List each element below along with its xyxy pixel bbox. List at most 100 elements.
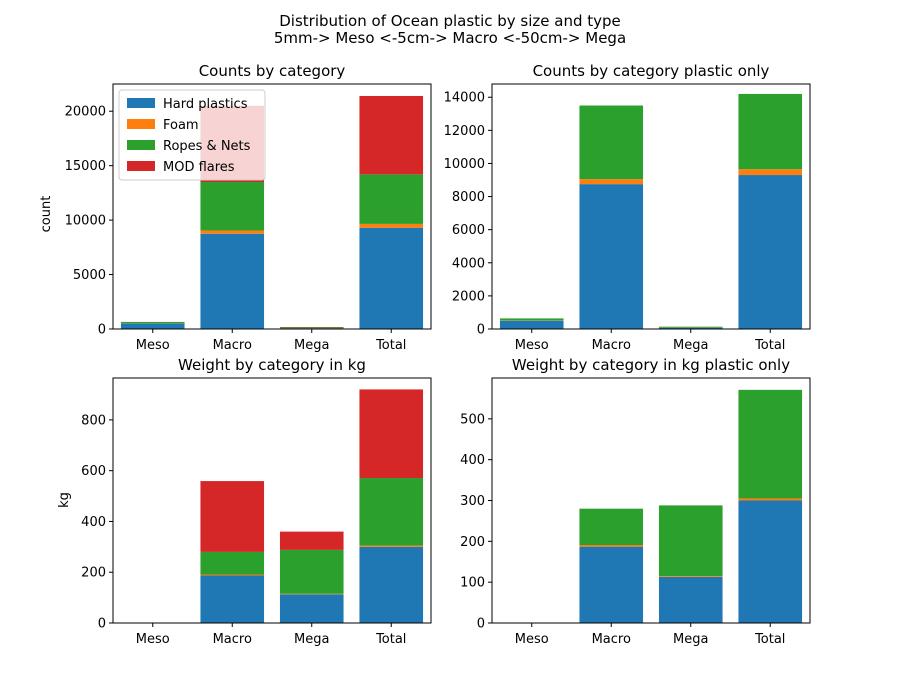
x-tick-label: Mega <box>673 338 708 353</box>
bar-total-foam <box>738 169 803 176</box>
x-tick-label: Total <box>375 338 406 353</box>
y-tick-label: 500 <box>460 412 485 427</box>
bar-total-ropes-and-nets <box>738 93 803 170</box>
bar-total-hard-plastics <box>738 500 803 623</box>
bar-total-ropes-and-nets <box>738 389 803 499</box>
subplot-weight-plastic-only: Weight by category in kg plastic only Me… <box>460 356 811 647</box>
y-tick-label: 300 <box>460 494 485 509</box>
x-tick-label: Mega <box>294 632 329 647</box>
bar-macro-ropes-and-nets <box>579 508 644 546</box>
bar-total-foam <box>359 545 424 547</box>
y-tick-label: 0 <box>98 617 106 632</box>
x-tick-label: Total <box>754 632 785 647</box>
axes-frame <box>112 377 432 624</box>
axes-frame <box>112 83 432 330</box>
y-tick-label: 400 <box>81 515 106 530</box>
y-tick-label: 5000 <box>73 268 106 283</box>
y-tick-label: 10000 <box>444 157 485 172</box>
bar-macro-foam <box>579 545 644 547</box>
legend-swatch-mod-flares <box>127 161 155 171</box>
bar-macro-hard-plastics <box>579 546 644 623</box>
bar-mega-ropes-and-nets <box>279 327 344 329</box>
y-tick-label: 0 <box>477 617 485 632</box>
subplot-title: Weight by category in kg <box>178 356 366 374</box>
bar-mega-foam <box>279 593 344 595</box>
y-tick-label: 400 <box>460 453 485 468</box>
x-tick-label: Mega <box>673 632 708 647</box>
bar-total-hard-plastics <box>359 227 424 329</box>
bar-macro-foam <box>200 574 265 576</box>
bar-macro-hard-plastics <box>200 575 265 623</box>
legend-label-ropes-and-nets: Ropes & Nets <box>163 139 251 154</box>
suptitle-line-2: 5mm-> Meso <-5cm-> Macro <-50cm-> Mega <box>274 29 626 47</box>
x-tick-label: Mega <box>294 338 329 353</box>
subplot-counts-plastic-only: Counts by category plastic only Meso Macr… <box>444 62 811 353</box>
y-axis-label: count <box>39 196 54 233</box>
legend-label-foam: Foam <box>163 118 199 133</box>
bar-macro-ropes-and-nets <box>579 105 644 180</box>
y-tick-label: 6000 <box>452 223 485 238</box>
x-tick-label: Total <box>375 632 406 647</box>
legend: Hard plastics Foam Ropes & Nets MOD flares <box>118 89 266 181</box>
axes-frame <box>491 83 811 330</box>
suptitle-line-1: Distribution of Ocean plastic by size an… <box>279 12 621 30</box>
subplot-title: Weight by category in kg plastic only <box>512 356 790 374</box>
y-tick-label: 12000 <box>444 124 485 139</box>
y-tick-label: 8000 <box>452 190 485 205</box>
bar-macro-foam <box>579 179 644 185</box>
x-tick-label: Total <box>754 338 785 353</box>
legend-swatch-hard-plastics <box>127 98 155 108</box>
bar-mega-hard-plastics <box>279 594 344 623</box>
x-tick-label: Macro <box>213 632 252 647</box>
y-tick-label: 600 <box>81 464 106 479</box>
legend-label-mod-flares: MOD flares <box>163 160 235 175</box>
legend-label-hard-plastics: Hard plastics <box>163 97 248 112</box>
bar-macro-ropes-and-nets <box>200 551 265 575</box>
x-tick-label: Meso <box>515 338 549 353</box>
axes-frame <box>491 377 811 624</box>
bar-mega-mod-flares <box>279 531 344 550</box>
bar-meso-hard-plastics <box>499 320 564 329</box>
y-tick-label: 15000 <box>65 159 106 174</box>
x-tick-label: Meso <box>136 632 170 647</box>
bar-total-hard-plastics <box>738 175 803 329</box>
bar-total-foam <box>359 223 424 228</box>
bar-macro-ropes-and-nets <box>200 182 265 231</box>
y-tick-label: 4000 <box>452 256 485 271</box>
x-tick-label: Macro <box>592 338 631 353</box>
subplot-title: Counts by category <box>199 62 346 80</box>
y-tick-label: 2000 <box>452 289 485 304</box>
bar-mega-ropes-and-nets <box>279 549 344 594</box>
subplot-weight-by-category: Weight by category in kg kg Meso Macro Meg… <box>57 356 432 647</box>
bar-meso-ropes-and-nets <box>499 318 564 321</box>
bar-mega-foam <box>658 576 723 577</box>
y-tick-label: 200 <box>81 566 106 581</box>
legend-swatch-ropes-and-nets <box>127 140 155 150</box>
bar-mega-hard-plastics <box>658 576 723 623</box>
x-tick-label: Meso <box>515 632 549 647</box>
bar-macro-mod-flares <box>200 481 265 552</box>
bar-mega-ropes-and-nets <box>658 326 723 328</box>
bar-meso-ropes-and-nets <box>120 322 185 324</box>
bar-macro-hard-plastics <box>200 233 265 329</box>
y-axis-label: kg <box>57 492 72 508</box>
y-tick-label: 200 <box>460 535 485 550</box>
bar-total-ropes-and-nets <box>359 478 424 546</box>
bar-meso-hard-plastics <box>120 323 185 329</box>
y-tick-label: 20000 <box>65 105 106 120</box>
bar-total-mod-flares <box>359 389 424 479</box>
y-tick-label: 0 <box>477 323 485 338</box>
y-tick-label: 0 <box>98 323 106 338</box>
bar-mega-ropes-and-nets <box>658 505 723 577</box>
bar-total-mod-flares <box>359 95 424 175</box>
bar-total-hard-plastics <box>359 546 424 623</box>
y-tick-label: 10000 <box>65 214 106 229</box>
bar-total-ropes-and-nets <box>359 174 424 224</box>
bar-macro-foam <box>200 230 265 234</box>
subplot-title: Counts by category plastic only <box>533 62 770 80</box>
y-tick-label: 14000 <box>444 91 485 106</box>
y-tick-label: 800 <box>81 413 106 428</box>
legend-swatch-foam <box>127 119 155 129</box>
bar-total-foam <box>738 498 803 501</box>
